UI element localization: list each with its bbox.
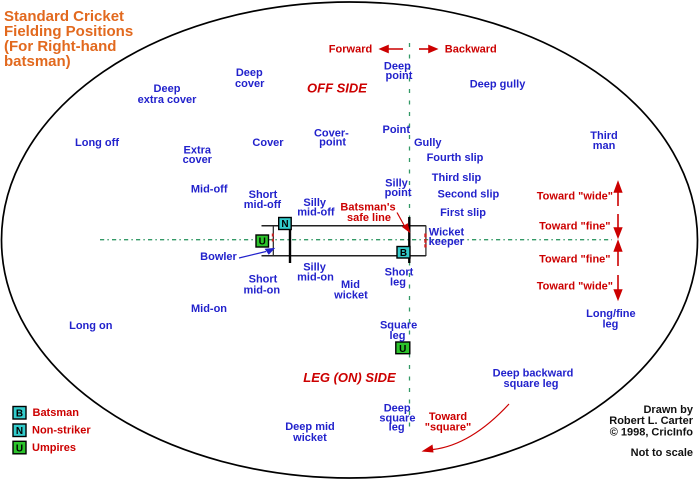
svg-text:Robert L. Carter: Robert L. Carter xyxy=(609,415,693,427)
svg-text:Second slip: Second slip xyxy=(438,189,500,201)
svg-text:Toward "wide": Toward "wide" xyxy=(537,281,613,293)
svg-text:Cover: Cover xyxy=(252,137,284,149)
svg-text:Standard Cricket: Standard Cricket xyxy=(4,8,124,25)
svg-text:Batsman: Batsman xyxy=(33,407,80,419)
svg-text:Extra: Extra xyxy=(184,144,212,156)
svg-text:U: U xyxy=(399,344,406,355)
svg-text:Deep gully: Deep gully xyxy=(470,79,527,91)
svg-text:Umpires: Umpires xyxy=(32,442,76,454)
svg-text:First slip: First slip xyxy=(440,207,486,219)
svg-text:Mid-on: Mid-on xyxy=(191,303,227,315)
svg-text:point: point xyxy=(319,136,346,148)
svg-text:Third: Third xyxy=(590,130,618,142)
svg-text:B: B xyxy=(16,409,23,420)
svg-text:Silly: Silly xyxy=(303,197,327,209)
svg-text:Bowler: Bowler xyxy=(200,251,237,263)
svg-text:Mid: Mid xyxy=(341,279,360,291)
svg-text:Silly: Silly xyxy=(303,262,327,274)
svg-text:Forward: Forward xyxy=(329,44,372,56)
svg-text:Deep: Deep xyxy=(384,403,411,415)
svg-text:Cover-: Cover- xyxy=(314,127,349,139)
svg-text:Square: Square xyxy=(380,319,417,331)
svg-text:Not to scale: Not to scale xyxy=(631,447,693,459)
svg-text:Deep backward: Deep backward xyxy=(493,368,574,380)
svg-text:Backward: Backward xyxy=(445,44,497,56)
svg-text:Gully: Gully xyxy=(414,137,442,149)
svg-text:U: U xyxy=(16,443,23,454)
svg-text:U: U xyxy=(259,237,266,248)
svg-text:Short: Short xyxy=(385,267,414,279)
svg-text:Deep: Deep xyxy=(154,83,181,95)
svg-text:point: point xyxy=(386,70,413,82)
svg-text:square leg: square leg xyxy=(503,378,558,390)
svg-text:keeper: keeper xyxy=(429,236,465,248)
svg-text:Mid-off: Mid-off xyxy=(191,183,228,195)
svg-text:LEG (ON) SIDE: LEG (ON) SIDE xyxy=(303,370,396,385)
svg-text:Toward "wide": Toward "wide" xyxy=(537,191,613,203)
svg-text:mid-on: mid-on xyxy=(297,272,334,284)
svg-text:Toward: Toward xyxy=(429,411,467,423)
svg-text:Long on: Long on xyxy=(69,320,113,332)
svg-text:Non-striker: Non-striker xyxy=(32,425,91,437)
svg-text:Silly: Silly xyxy=(385,177,409,189)
svg-text:B: B xyxy=(400,248,407,259)
svg-text:wicket: wicket xyxy=(333,289,368,301)
svg-text:Wicket: Wicket xyxy=(429,227,465,239)
svg-text:Drawn by: Drawn by xyxy=(643,404,693,416)
svg-text:Batsman's: Batsman's xyxy=(340,202,395,214)
svg-text:Short: Short xyxy=(249,189,278,201)
svg-text:Fielding Positions: Fielding Positions xyxy=(4,23,133,40)
svg-text:leg: leg xyxy=(390,330,406,342)
svg-text:Toward "fine": Toward "fine" xyxy=(539,220,610,232)
svg-text:Deep: Deep xyxy=(384,60,411,72)
svg-text:Short: Short xyxy=(249,274,278,286)
svg-text:(For Right-hand: (For Right-hand xyxy=(4,38,116,55)
svg-text:leg: leg xyxy=(390,277,406,289)
svg-text:N: N xyxy=(16,426,23,437)
svg-text:"square": "square" xyxy=(425,422,472,434)
svg-text:safe line: safe line xyxy=(347,212,391,224)
svg-text:Long/fine: Long/fine xyxy=(586,308,636,320)
svg-text:mid-on: mid-on xyxy=(243,284,280,296)
svg-text:cover: cover xyxy=(235,78,265,90)
svg-text:Long off: Long off xyxy=(75,137,119,149)
svg-text:Deep mid: Deep mid xyxy=(285,421,335,433)
svg-text:© 1998, CricInfo: © 1998, CricInfo xyxy=(610,427,694,439)
svg-text:batsman): batsman) xyxy=(4,53,71,70)
svg-text:mid-off: mid-off xyxy=(297,207,335,219)
svg-text:wicket: wicket xyxy=(292,432,327,444)
svg-text:leg: leg xyxy=(389,422,405,434)
svg-text:cover: cover xyxy=(183,154,213,166)
svg-text:point: point xyxy=(385,187,412,199)
svg-text:N: N xyxy=(281,219,288,230)
svg-text:extra cover: extra cover xyxy=(138,94,197,106)
svg-text:OFF SIDE: OFF SIDE xyxy=(307,81,367,96)
svg-text:Toward "fine": Toward "fine" xyxy=(539,254,610,266)
svg-text:square: square xyxy=(379,412,415,424)
svg-text:Fourth slip: Fourth slip xyxy=(427,152,484,164)
svg-text:mid-off: mid-off xyxy=(244,199,282,211)
svg-text:Third slip: Third slip xyxy=(432,172,482,184)
svg-text:Deep: Deep xyxy=(236,67,263,79)
svg-text:leg: leg xyxy=(602,318,618,330)
svg-text:Point: Point xyxy=(383,124,411,136)
svg-text:man: man xyxy=(593,140,616,152)
